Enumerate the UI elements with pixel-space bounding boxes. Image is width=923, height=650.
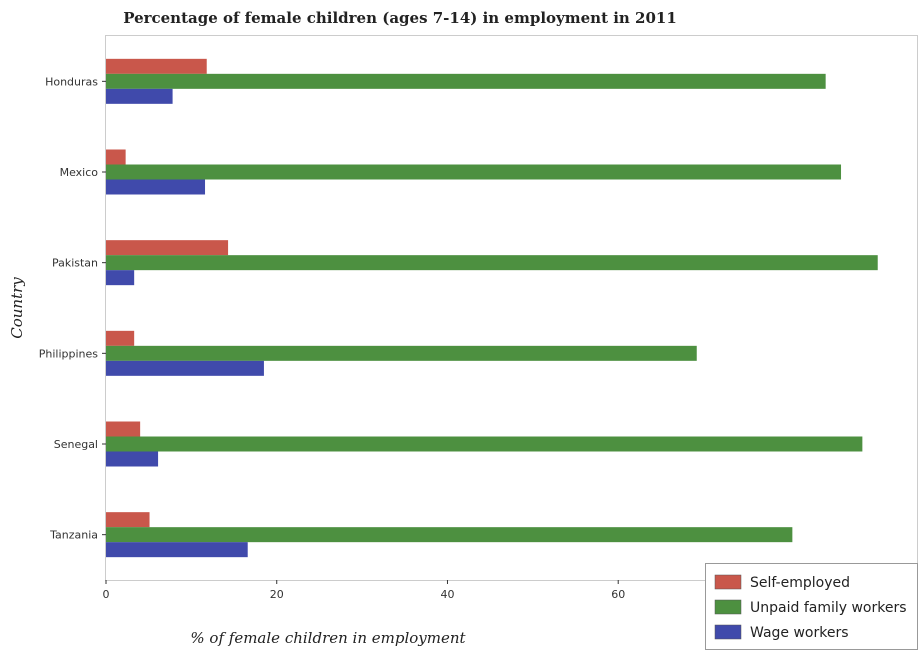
legend-swatch (714, 599, 742, 615)
y-tick-label: Senegal (54, 438, 98, 451)
legend-label: Unpaid family workers (750, 600, 907, 616)
y-axis-label: Country (8, 277, 26, 339)
bar-philippines-self-employed (106, 330, 135, 346)
y-tick-label: Mexico (60, 166, 99, 179)
bar-senegal-self-employed (106, 421, 141, 437)
bars-group (106, 58, 878, 558)
x-axis: 020406080 (103, 580, 796, 601)
bar-mexico-unpaid-family-workers (106, 164, 842, 180)
x-tick-label: 20 (270, 588, 284, 601)
bar-pakistan-self-employed (106, 240, 229, 256)
x-tick-label: 0 (103, 588, 110, 601)
bar-philippines-wage-workers (106, 360, 264, 376)
bar-mexico-wage-workers (106, 179, 206, 195)
y-axis: Honduras Mexico Pakistan Philippines Senegal… (39, 75, 106, 542)
bar-tanzania-wage-workers (106, 542, 248, 558)
x-tick-label: 40 (440, 588, 454, 601)
bar-senegal-wage-workers (106, 451, 159, 467)
bar-pakistan-unpaid-family-workers (106, 255, 878, 271)
plot-area (105, 35, 918, 581)
bar-tanzania-unpaid-family-workers (106, 527, 793, 543)
legend-label: Wage workers (750, 625, 849, 641)
legend: Self-employed Unpaid family workers Wage w… (705, 563, 918, 650)
legend-label: Self-employed (750, 575, 850, 591)
bar-honduras-self-employed (106, 58, 207, 74)
bar-pakistan-wage-workers (106, 270, 135, 286)
legend-swatch (714, 574, 742, 590)
legend-swatch (714, 624, 742, 640)
y-tick-label: Pakistan (52, 257, 98, 270)
bar-tanzania-self-employed (106, 512, 150, 528)
bar-mexico-self-employed (106, 149, 126, 165)
y-tick-label: Tanzania (49, 529, 98, 542)
bar-honduras-unpaid-family-workers (106, 73, 826, 89)
y-tick-label: Philippines (39, 347, 99, 360)
x-tick-label: 60 (611, 588, 625, 601)
bar-honduras-wage-workers (106, 88, 173, 104)
y-tick-label: Honduras (45, 75, 98, 88)
bar-senegal-unpaid-family-workers (106, 436, 863, 452)
x-axis-label: % of female children in employment (190, 629, 466, 647)
bar-philippines-unpaid-family-workers (106, 345, 697, 361)
chart-title: Percentage of female children (ages 7-14… (123, 9, 677, 27)
